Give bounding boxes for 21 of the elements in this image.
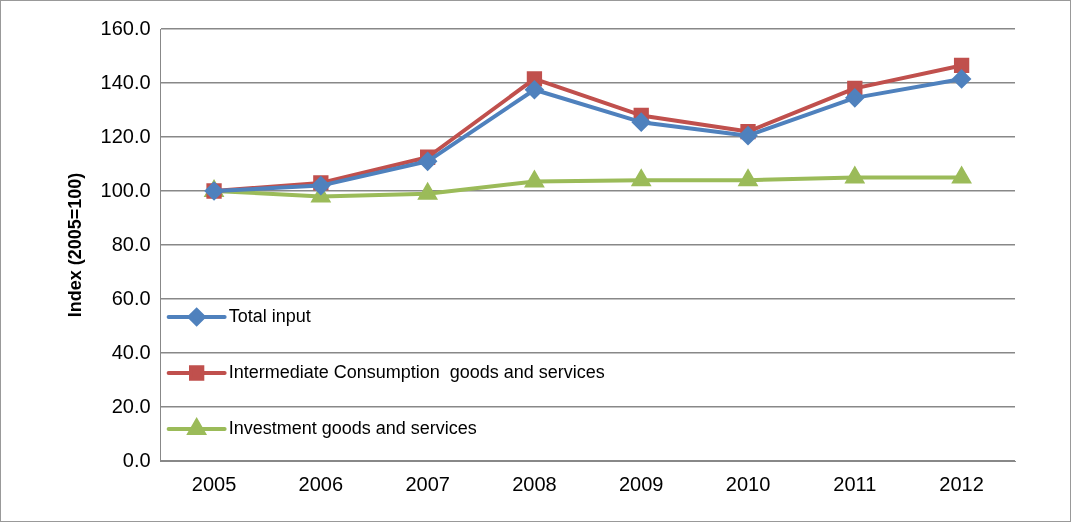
y-tick-label: 0.0: [122, 448, 151, 471]
y-tick-label: 120.0: [100, 124, 151, 147]
legend-label: Intermediate Consumption goods and services: [228, 361, 605, 382]
x-tick-label: 2010: [725, 472, 771, 495]
y-tick-label: 160.0: [100, 16, 151, 39]
y-tick-label: 40.0: [111, 340, 151, 363]
y-tick-label: 100.0: [100, 178, 151, 201]
legend-label: Total input: [228, 305, 311, 326]
y-tick-label: 80.0: [111, 232, 151, 255]
y-tick-label: 60.0: [111, 286, 151, 309]
x-tick-label: 2008: [512, 472, 557, 495]
x-tick-label: 2009: [618, 472, 664, 495]
y-axis-title: Index (2005=100): [64, 172, 85, 318]
x-tick-label: 2006: [298, 472, 344, 495]
x-tick-label: 2012: [939, 472, 984, 495]
x-tick-label: 2005: [191, 472, 237, 495]
y-tick-label: 20.0: [111, 394, 151, 417]
x-tick-label: 2011: [833, 472, 877, 495]
legend-label: Investment goods and services: [228, 417, 477, 438]
y-tick-label: 140.0: [100, 70, 151, 93]
x-tick-label: 2007: [405, 472, 450, 495]
